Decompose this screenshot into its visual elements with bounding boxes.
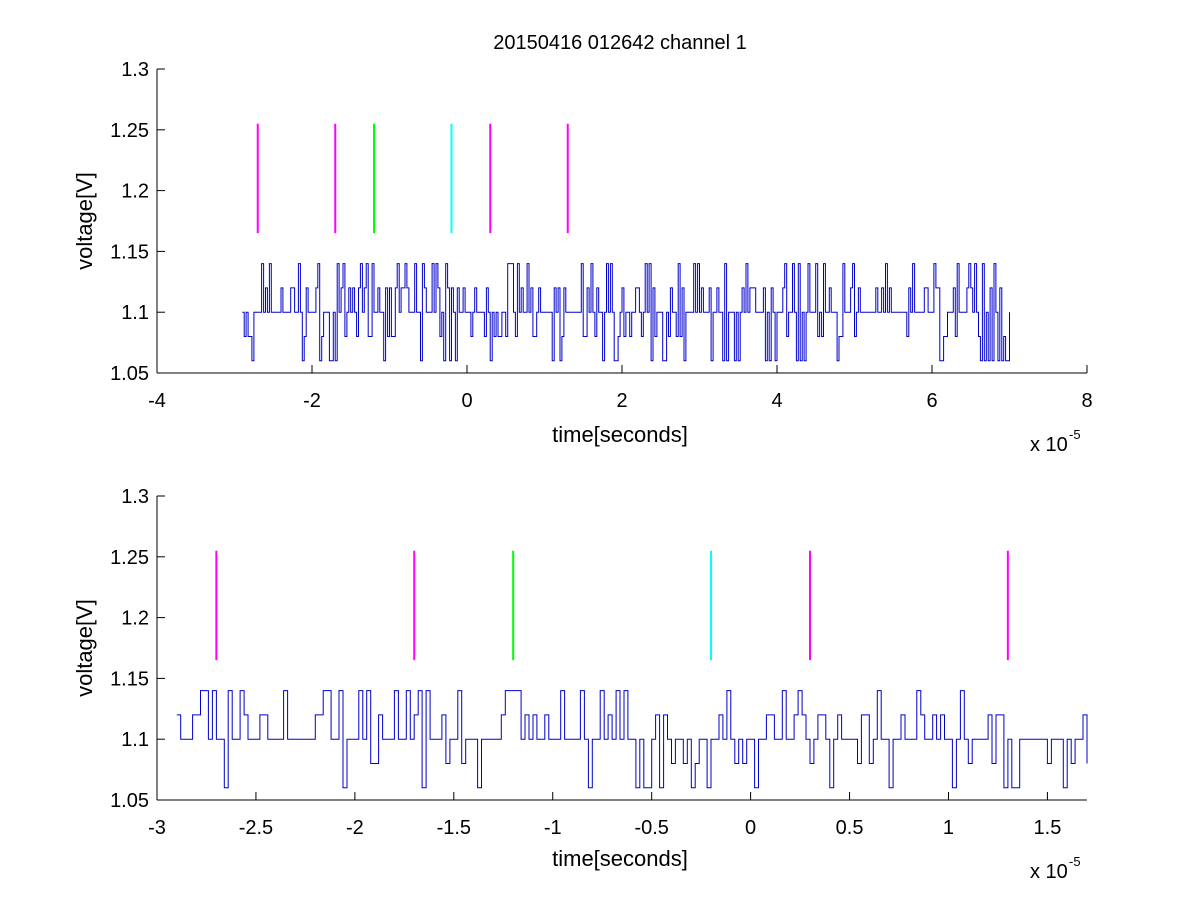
y-tick-label: 1.25 [110, 547, 149, 569]
bottom-subplot: 1.05 1.1 1.15 1.2 1.25 1.3 -3 -2.5 -2 -1.5 -1 -0.5 0… [72, 486, 1088, 883]
x-axis-label: time[seconds] [552, 422, 688, 447]
x-tick-label: 6 [926, 390, 937, 412]
x-exponent-label: x 10 [1030, 861, 1068, 883]
x-exponent-label: x 10 [1030, 434, 1068, 456]
y-tick-label: 1.1 [121, 302, 149, 324]
signal-trace [242, 263, 1010, 362]
x-tick-label: 8 [1081, 390, 1092, 412]
y-tick-label: 1.05 [110, 790, 149, 812]
figure-title: 20150416 012642 channel 1 [493, 32, 747, 54]
top-subplot: 1.05 1.1 1.15 1.2 1.25 1.3 -4 -2 0 2 4 6 8 time[secon… [72, 59, 1093, 456]
x-tick-label: 2 [616, 390, 627, 412]
x-exponent-power: -5 [1069, 427, 1081, 442]
signal-trace [176, 690, 1088, 789]
x-tick-label: -2 [346, 817, 364, 839]
x-tick-label: -2 [303, 390, 321, 412]
y-tick-label: 1.25 [110, 120, 149, 142]
x-tick-label: -4 [148, 390, 166, 412]
y-tick-label: 1.2 [121, 181, 149, 203]
y-tick-label: 1.15 [110, 241, 149, 263]
y-tick-label: 1.15 [110, 668, 149, 690]
y-tick-label: 1.05 [110, 363, 149, 385]
y-tick-label: 1.3 [121, 486, 149, 508]
x-tick-label: 0.5 [836, 817, 864, 839]
y-tick-label: 1.2 [121, 608, 149, 630]
x-tick-label: -1 [544, 817, 562, 839]
x-tick-label: -3 [148, 817, 166, 839]
y-tick-label: 1.3 [121, 59, 149, 81]
x-axis-label: time[seconds] [552, 846, 688, 871]
y-axis-label: voltage[V] [72, 599, 97, 697]
x-tick-label: 0 [745, 817, 756, 839]
x-exponent-power: -5 [1069, 854, 1081, 869]
x-tick-label: 4 [771, 390, 782, 412]
x-tick-label: 0 [461, 390, 472, 412]
y-axis-label: voltage[V] [72, 172, 97, 270]
x-tick-label: 1 [943, 817, 954, 839]
x-tick-label: 1.5 [1034, 817, 1062, 839]
y-tick-label: 1.1 [121, 729, 149, 751]
x-tick-label: -1.5 [437, 817, 471, 839]
x-tick-label: -2.5 [239, 817, 273, 839]
x-tick-label: -0.5 [634, 817, 668, 839]
